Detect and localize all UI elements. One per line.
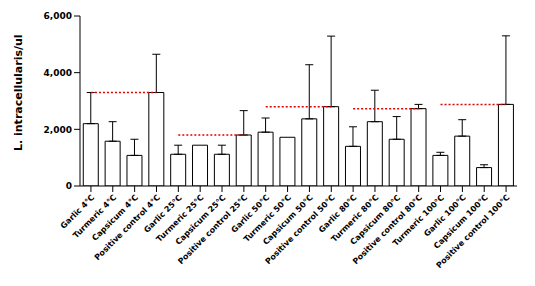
svg-text:Garlic 4℃: Garlic 4℃ [58,193,97,231]
svg-text:Garlic 100℃: Garlic 100℃ [422,193,468,239]
svg-text:Turmeric 25℃: Turmeric 25℃ [154,193,206,244]
svg-text:L. intracellularis/ul: L. intracellularis/ul [12,34,25,151]
svg-text:Capsicum 100℃: Capsicum 100℃ [432,193,490,251]
svg-text:Positive control 50℃: Positive control 50℃ [263,193,337,267]
svg-text:Positive control 4℃: Positive control 4℃ [92,193,162,263]
svg-text:Capsicum 80℃: Capsicum 80℃ [348,193,403,247]
svg-text:Garlic 50℃: Garlic 50℃ [229,193,272,235]
svg-text:Capsicum 50℃: Capsicum 50℃ [261,193,315,247]
svg-text:Garlic 80℃: Garlic 80℃ [317,193,359,235]
svg-text:Positive control 80℃: Positive control 80℃ [351,193,425,267]
svg-text:Turmeric 100℃: Turmeric 100℃ [391,193,446,248]
svg-text:Capsicum 25℃: Capsicum 25℃ [173,193,228,247]
svg-text:Turmeric 80℃: Turmeric 80℃ [329,193,381,244]
svg-text:Capsicum 4℃: Capsicum 4℃ [90,193,141,243]
svg-text:Positive control 25℃: Positive control 25℃ [176,193,250,267]
svg-text:Turmeric 4℃: Turmeric 4℃ [71,193,119,241]
svg-text:Turmeric 50℃: Turmeric 50℃ [242,193,293,244]
svg-text:Garlic 25℃: Garlic 25℃ [142,193,184,235]
svg-text:Positive control 100℃: Positive control 100℃ [434,193,511,270]
svg-text:6,000: 6,000 [44,11,72,21]
svg-text:2,000: 2,000 [44,125,72,135]
svg-text:0: 0 [66,181,72,191]
svg-text:4,000: 4,000 [44,68,72,78]
